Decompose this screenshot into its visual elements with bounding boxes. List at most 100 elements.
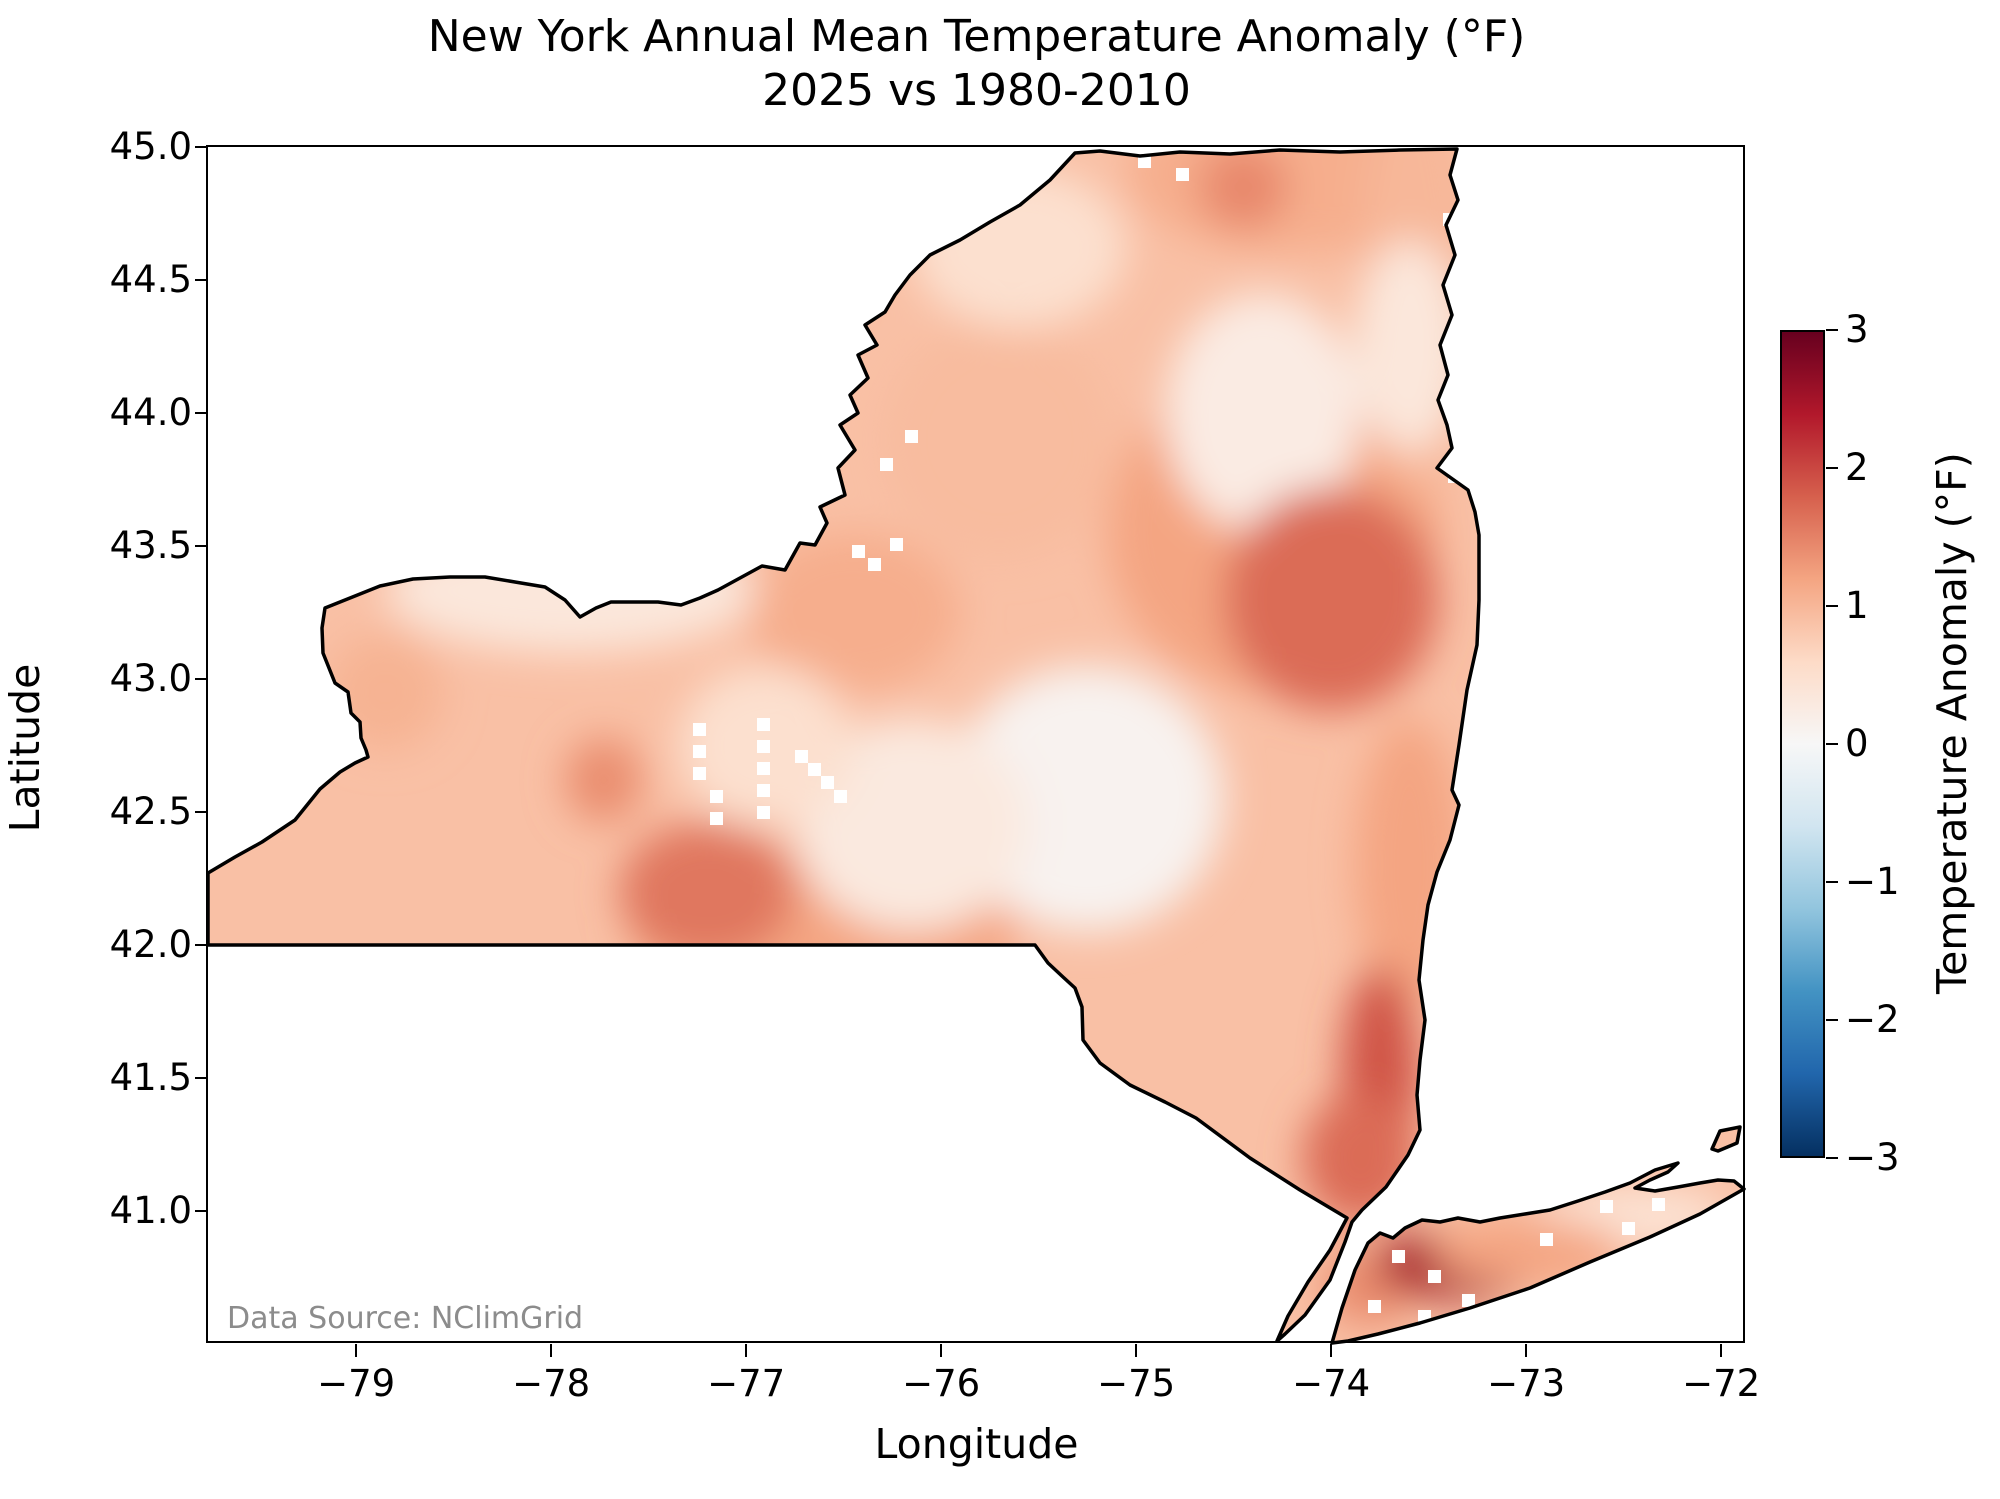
missing-data-cell	[1176, 168, 1189, 181]
y-tick-label: 41.5	[109, 1056, 192, 1099]
missing-data-cell	[795, 750, 808, 763]
colorbar-tick-mark	[1826, 880, 1838, 884]
colorbar	[1780, 330, 1825, 1158]
missing-data-cell	[868, 558, 881, 571]
colorbar-tick-mark	[1826, 1156, 1838, 1160]
y-tick-label: 42.0	[109, 923, 192, 966]
missing-data-cell	[1462, 1294, 1475, 1307]
anomaly-region-chenango-low	[794, 718, 1029, 932]
y-tick-label: 44.0	[109, 391, 192, 434]
missing-data-cell	[880, 458, 893, 471]
y-tick-mark	[195, 411, 208, 415]
anomaly-region-malone-hot	[1198, 149, 1289, 230]
colorbar-label: Temperature Anomaly (°F)	[1928, 452, 1976, 994]
x-tick-label: −77	[707, 1362, 786, 1405]
colorbar-tick-mark	[1826, 742, 1838, 746]
missing-data-cell	[757, 718, 770, 731]
missing-data-cell	[1540, 1233, 1553, 1246]
x-tick-label: −75	[1097, 1362, 1176, 1405]
y-tick-label: 45.0	[109, 125, 192, 168]
x-axis-label: Longitude	[874, 1420, 1079, 1468]
missing-data-cell	[1652, 1198, 1665, 1211]
colorbar-tick-label: −1	[1845, 860, 1900, 903]
colorbar-tick-mark	[1826, 466, 1838, 470]
y-tick-label: 43.5	[109, 524, 192, 567]
colorbar-tick-label: 1	[1845, 584, 1869, 627]
y-tick-mark	[195, 1209, 208, 1213]
missing-data-cell	[905, 430, 918, 443]
x-tick-label: −74	[1292, 1362, 1371, 1405]
x-tick-mark	[549, 1344, 553, 1357]
anomaly-region-st-regis-low	[1165, 293, 1361, 533]
x-tick-mark	[1524, 1344, 1528, 1357]
missing-data-cell	[1138, 155, 1151, 168]
missing-data-cell	[1600, 1200, 1613, 1213]
x-tick-label: −72	[1682, 1362, 1761, 1405]
missing-data-cell	[890, 538, 903, 551]
y-tick-label: 44.5	[109, 258, 192, 301]
missing-data-cell	[1392, 1250, 1405, 1263]
y-tick-mark	[195, 943, 208, 947]
missing-data-cell	[808, 763, 821, 776]
anomaly-region-buffalo-niagara	[326, 633, 444, 751]
missing-data-cell	[693, 723, 706, 736]
anomaly-region-dansville-hot	[564, 737, 643, 823]
x-tick-mark	[1329, 1344, 1333, 1357]
missing-data-cell	[757, 740, 770, 753]
colorbar-gradient	[1782, 332, 1823, 1156]
anomaly-region-mid-long-island	[1428, 1218, 1624, 1283]
data-source-note: Data Source: NClimGrid	[227, 1301, 584, 1336]
x-tick-label: −79	[317, 1362, 396, 1405]
anomaly-region-steuben-hot	[619, 822, 795, 961]
x-tick-mark	[1134, 1344, 1138, 1357]
anomaly-region-taconic-band	[1354, 718, 1464, 1012]
missing-data-cell	[834, 790, 847, 803]
missing-data-cell	[852, 545, 865, 558]
missing-data-cell	[757, 784, 770, 797]
missing-data-cell	[710, 812, 723, 825]
missing-data-cell	[1622, 1222, 1635, 1235]
x-tick-mark	[1719, 1344, 1723, 1357]
x-tick-label: −78	[512, 1362, 591, 1405]
anomaly-field	[208, 149, 1744, 1343]
chart-title: New York Annual Mean Temperature Anomaly…	[0, 10, 1953, 117]
colorbar-tick-mark	[1826, 1018, 1838, 1022]
colorbar-tick-mark	[1826, 604, 1838, 608]
y-tick-mark	[195, 544, 208, 548]
x-tick-mark	[744, 1344, 748, 1357]
missing-data-cell	[1368, 1300, 1381, 1313]
missing-data-cell	[757, 806, 770, 819]
y-tick-mark	[195, 145, 208, 149]
colorbar-tick-label: −3	[1845, 1136, 1900, 1179]
colorbar-tick-label: 2	[1845, 446, 1869, 489]
colorbar-tick-mark	[1826, 328, 1838, 332]
missing-data-cell	[710, 790, 723, 803]
x-tick-mark	[354, 1344, 358, 1357]
missing-data-cell	[1428, 1270, 1441, 1283]
colorbar-tick-label: −2	[1845, 998, 1900, 1041]
missing-data-cell	[757, 762, 770, 775]
anomaly-region-lower-hudson-hot	[1301, 1091, 1419, 1225]
colorbar-tick-label: 0	[1845, 722, 1869, 765]
x-tick-mark	[939, 1344, 943, 1357]
missing-data-cell	[693, 767, 706, 780]
colorbar-tick-label: 3	[1845, 308, 1869, 351]
anomaly-region-oswego-warm	[746, 532, 961, 693]
missing-data-cell	[693, 745, 706, 758]
anomaly-region-ontario-shore-low	[385, 530, 756, 653]
y-tick-mark	[195, 1076, 208, 1080]
anomaly-region-tug-hill-warm	[882, 319, 1117, 560]
missing-data-cell	[821, 776, 834, 789]
x-tick-label: −73	[1487, 1362, 1566, 1405]
y-tick-mark	[195, 278, 208, 282]
y-axis-label: Latitude	[1, 663, 49, 833]
y-tick-label: 42.5	[109, 790, 192, 833]
y-tick-label: 41.0	[109, 1189, 192, 1232]
x-tick-label: −76	[902, 1362, 981, 1405]
y-tick-label: 43.0	[109, 657, 192, 700]
y-tick-mark	[195, 677, 208, 681]
y-tick-mark	[195, 810, 208, 814]
anomaly-region-adirondack-core	[1223, 487, 1439, 711]
